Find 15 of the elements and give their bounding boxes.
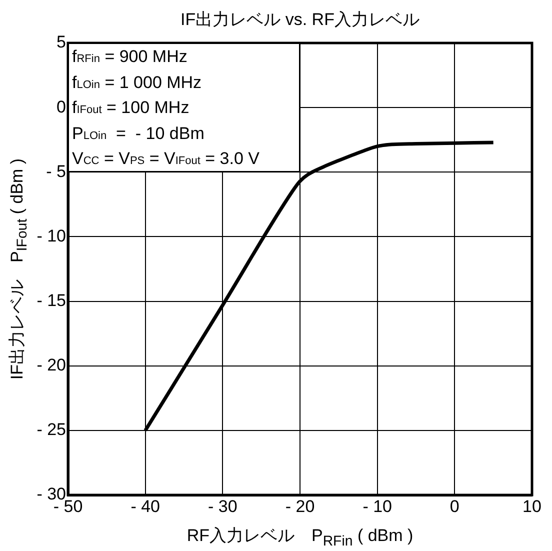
y-tick-label: - 5 [46, 162, 66, 181]
x-tick-label: - 10 [362, 496, 392, 516]
y-tick-label: 5 [56, 32, 66, 52]
x-tick-label: - 30 [208, 496, 238, 516]
x-tick-label: 10 [522, 496, 542, 516]
y-tick-label: - 15 [36, 290, 66, 310]
x-tick-label: - 40 [130, 496, 160, 516]
y-tick-label: - 20 [36, 356, 66, 375]
x-tick-label: - 20 [285, 496, 315, 516]
y-tick-label: - 10 [36, 226, 66, 246]
y-tick-label: 0 [56, 97, 66, 116]
x-tick-label: 0 [450, 496, 460, 516]
chart-title: IF出力レベル vs. RF入力レベル [180, 9, 420, 31]
x-axis-title: RF入力レベル P$_{RFin}$ ( dBm ) [186, 525, 414, 550]
y-tick-label: - 25 [36, 420, 66, 440]
